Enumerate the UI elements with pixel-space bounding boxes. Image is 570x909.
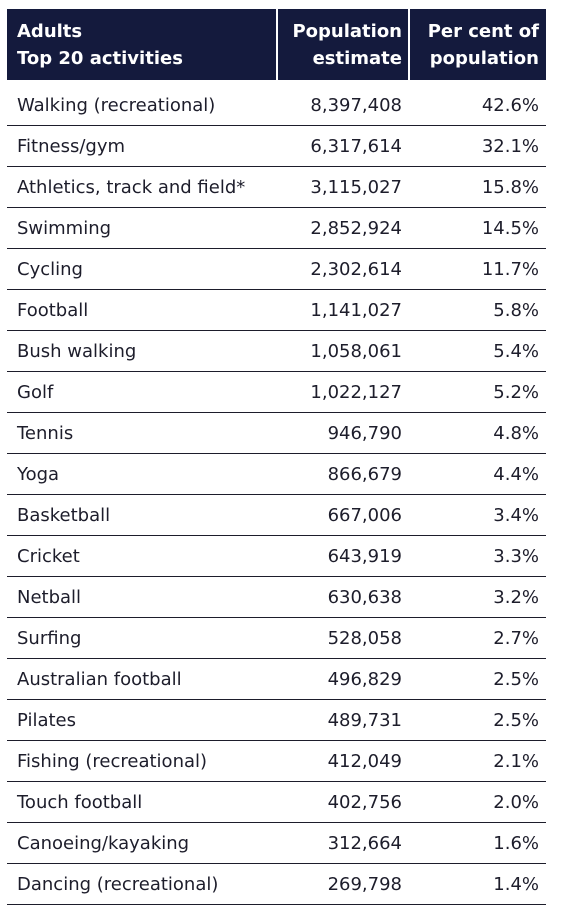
- population-estimate-cell: 1,022,127: [310, 381, 402, 403]
- activity-cell: Australian football: [17, 668, 182, 690]
- population-estimate-cell: 528,058: [327, 627, 402, 649]
- population-estimate-cell: 2,302,614: [310, 258, 402, 280]
- activity-cell: Swimming: [17, 217, 112, 239]
- table-row: Bush walking 1,058,061 5.4%: [7, 331, 546, 372]
- table-row: Athletics, track and field* 3,115,027 15.8…: [7, 167, 546, 208]
- percent-cell: 4.8%: [493, 422, 539, 444]
- population-estimate-cell: 6,317,614: [310, 135, 402, 157]
- activity-cell: Bush walking: [17, 340, 137, 362]
- table-row: Golf 1,022,127 5.2%: [7, 372, 546, 413]
- table-header: Adults Top 20 activities Population esti…: [7, 9, 546, 80]
- percent-cell: 3.2%: [493, 586, 539, 608]
- table-body: Walking (recreational) 8,397,408 42.6% Fitn…: [7, 85, 546, 905]
- activity-cell: Fishing (recreational): [17, 750, 208, 772]
- table-row: Surfing 528,058 2.7%: [7, 618, 546, 659]
- table-row: Fishing (recreational) 412,049 2.1%: [7, 741, 546, 782]
- header-estimate-line1: Population: [292, 21, 402, 42]
- percent-cell: 2.5%: [493, 668, 539, 690]
- percent-cell: 5.4%: [493, 340, 539, 362]
- activity-cell: Golf: [17, 381, 54, 403]
- population-estimate-cell: 489,731: [327, 709, 402, 731]
- activity-cell: Cycling: [17, 258, 83, 280]
- activity-cell: Tennis: [17, 422, 74, 444]
- table-row: Dancing (recreational) 269,798 1.4%: [7, 864, 546, 905]
- population-estimate-cell: 269,798: [327, 873, 402, 895]
- population-estimate-cell: 3,115,027: [310, 176, 402, 198]
- activity-cell: Surfing: [17, 627, 82, 649]
- percent-cell: 42.6%: [481, 94, 539, 116]
- population-estimate-cell: 496,829: [327, 668, 402, 690]
- percent-cell: 5.8%: [493, 299, 539, 321]
- table-row: Tennis 946,790 4.8%: [7, 413, 546, 454]
- percent-cell: 2.7%: [493, 627, 539, 649]
- population-estimate-cell: 946,790: [327, 422, 402, 444]
- header-percent-line1: Per cent of: [427, 21, 539, 42]
- table-row: Pilates 489,731 2.5%: [7, 700, 546, 741]
- table-row: Netball 630,638 3.2%: [7, 577, 546, 618]
- activity-cell: Walking (recreational): [17, 94, 216, 116]
- activity-cell: Netball: [17, 586, 82, 608]
- population-estimate-cell: 412,049: [327, 750, 402, 772]
- population-estimate-cell: 312,664: [327, 832, 402, 854]
- population-estimate-cell: 630,638: [327, 586, 402, 608]
- table-row: Swimming 2,852,924 14.5%: [7, 208, 546, 249]
- activity-cell: Cricket: [17, 545, 80, 567]
- activity-cell: Pilates: [17, 709, 77, 731]
- percent-cell: 3.4%: [493, 504, 539, 526]
- table-row: Canoeing/kayaking 312,664 1.6%: [7, 823, 546, 864]
- percent-cell: 2.5%: [493, 709, 539, 731]
- activity-cell: Basketball: [17, 504, 111, 526]
- percent-cell: 4.4%: [493, 463, 539, 485]
- percent-cell: 5.2%: [493, 381, 539, 403]
- header-percent-population: Per cent of population: [410, 9, 546, 80]
- header-estimate-line2: estimate: [312, 48, 402, 69]
- percent-cell: 14.5%: [481, 217, 539, 239]
- table-row: Fitness/gym 6,317,614 32.1%: [7, 126, 546, 167]
- activity-cell: Canoeing/kayaking: [17, 832, 190, 854]
- population-estimate-cell: 643,919: [327, 545, 402, 567]
- activities-table: Adults Top 20 activities Population esti…: [7, 9, 546, 905]
- activity-cell: Football: [17, 299, 89, 321]
- population-estimate-cell: 402,756: [327, 791, 402, 813]
- activity-cell: Fitness/gym: [17, 135, 126, 157]
- population-estimate-cell: 8,397,408: [310, 94, 402, 116]
- activity-cell: Touch football: [17, 791, 143, 813]
- population-estimate-cell: 667,006: [327, 504, 402, 526]
- header-activity-line2: Top 20 activities: [17, 48, 183, 69]
- percent-cell: 3.3%: [493, 545, 539, 567]
- population-estimate-cell: 2,852,924: [310, 217, 402, 239]
- percent-cell: 1.6%: [493, 832, 539, 854]
- table-row: Football 1,141,027 5.8%: [7, 290, 546, 331]
- table-row: Yoga 866,679 4.4%: [7, 454, 546, 495]
- activity-cell: Dancing (recreational): [17, 873, 219, 895]
- activity-cell: Yoga: [17, 463, 60, 485]
- population-estimate-cell: 1,141,027: [310, 299, 402, 321]
- header-percent-line2: population: [429, 48, 539, 69]
- header-population-estimate: Population estimate: [278, 9, 408, 80]
- population-estimate-cell: 1,058,061: [310, 340, 402, 362]
- header-activity: Adults Top 20 activities: [7, 9, 276, 80]
- activity-cell: Athletics, track and field*: [17, 176, 246, 198]
- table-row: Walking (recreational) 8,397,408 42.6%: [7, 85, 546, 126]
- table-row: Cricket 643,919 3.3%: [7, 536, 546, 577]
- table-row: Australian football 496,829 2.5%: [7, 659, 546, 700]
- percent-cell: 32.1%: [481, 135, 539, 157]
- percent-cell: 15.8%: [481, 176, 539, 198]
- percent-cell: 2.0%: [493, 791, 539, 813]
- percent-cell: 1.4%: [493, 873, 539, 895]
- percent-cell: 2.1%: [493, 750, 539, 772]
- table-row: Cycling 2,302,614 11.7%: [7, 249, 546, 290]
- percent-cell: 11.7%: [481, 258, 539, 280]
- header-activity-line1: Adults: [17, 21, 83, 42]
- table-row: Touch football 402,756 2.0%: [7, 782, 546, 823]
- population-estimate-cell: 866,679: [327, 463, 402, 485]
- table-row: Basketball 667,006 3.4%: [7, 495, 546, 536]
